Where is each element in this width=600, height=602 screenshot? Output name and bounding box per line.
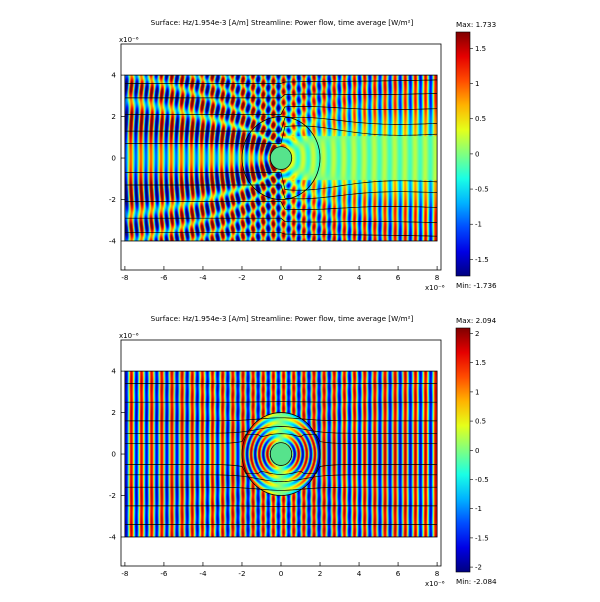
colorbar-tick-label: -1.5 [475,256,489,264]
streamline [124,93,438,99]
colorbar-tick-label: 1.5 [475,45,486,53]
cylinder [269,442,293,466]
streamline [124,217,438,223]
colorbar-tick-label: -0.5 [475,476,489,484]
colorbar-tick-label: 1 [475,388,479,396]
y-tick-label: 0 [111,450,116,459]
colorbar [455,327,471,573]
colorbar-tick-label: 0.5 [475,115,486,123]
colorbar [455,31,471,277]
y-tick-label: -4 [109,236,117,245]
colorbar-min-label: Min: -1.736 [456,281,497,290]
colorbar-max-label: Max: 1.733 [456,20,496,29]
x-tick-label: 0 [279,569,284,578]
x-tick-label: -4 [199,569,207,578]
colorbar-tick-label: 0 [475,447,479,455]
x-tick-label: -8 [121,273,129,282]
x-tick-label: 2 [318,569,323,578]
colorbar-tick-label: -1 [475,221,482,229]
streamline [124,125,438,144]
outer-boundary-circle [241,412,321,496]
colorbar-tick-label: 1 [475,80,479,88]
colorbar-tick-label: 0 [475,150,479,158]
y-tick-label: 4 [111,71,116,80]
colorbar-tick-label: -1.5 [475,534,489,542]
outer-boundary-circle [241,116,321,200]
x-tick-label: 8 [435,569,440,578]
y-exponent-label: x10⁻⁶ [119,332,139,340]
streamline [124,486,438,491]
x-tick-label: -2 [238,273,245,282]
colorbar-tick-label: -0.5 [475,186,489,194]
plot-title: Surface: Hz/1.954e-3 [A/m] Streamline: P… [151,314,414,323]
y-tick-label: 4 [111,367,116,376]
x-tick-label: -2 [238,569,245,578]
colorbar-max-label: Max: 2.094 [456,316,497,325]
streamline [124,464,438,475]
streamline [124,172,438,191]
colorbar-min-label: Min: -2.084 [456,577,497,586]
x-exponent-label: x10⁻⁶ [425,284,445,292]
streamline [124,79,438,84]
colorbar-tick-label: 2 [475,330,479,338]
colorbar-tick-label: -1 [475,505,482,513]
colorbar-tick-label: 0.5 [475,418,486,426]
streamline [124,232,438,237]
colorbar-tick-label: 1.5 [475,359,486,367]
streamline [124,474,438,482]
bottom-field-plot: Surface: Hz/1.954e-3 [A/m] Streamline: P… [109,314,497,588]
streamline [124,426,438,434]
y-tick-label: 2 [111,112,116,121]
colorbar-tick-label: -2 [475,564,482,572]
streamline [124,116,438,132]
x-tick-label: 6 [396,569,401,578]
x-exponent-label: x10⁻⁶ [425,580,445,588]
y-tick-label: -2 [109,491,116,500]
streamline [124,184,438,200]
cylinder [269,146,293,170]
x-tick-label: -6 [160,569,168,578]
y-tick-label: -4 [109,532,117,541]
x-tick-label: 4 [357,273,362,282]
x-tick-label: -6 [160,273,168,282]
top-field-plot: Surface: Hz/1.954e-3 [A/m] Streamline: P… [109,18,497,292]
x-tick-label: 0 [279,273,284,282]
streamline [124,201,438,210]
x-tick-label: 2 [318,273,323,282]
y-exponent-label: x10⁻⁶ [119,36,139,44]
y-tick-label: 2 [111,408,116,417]
x-tick-label: 6 [396,273,401,282]
x-tick-label: -4 [199,273,207,282]
x-tick-label: 8 [435,273,440,282]
y-tick-label: 0 [111,154,116,163]
streamline [124,417,438,422]
streamline [124,433,438,445]
x-tick-label: 4 [357,569,362,578]
plot-title: Surface: Hz/1.954e-3 [A/m] Streamline: P… [151,18,414,27]
y-tick-label: -2 [109,195,116,204]
streamline [124,401,438,403]
streamline [124,106,438,115]
x-tick-label: -8 [121,569,129,578]
